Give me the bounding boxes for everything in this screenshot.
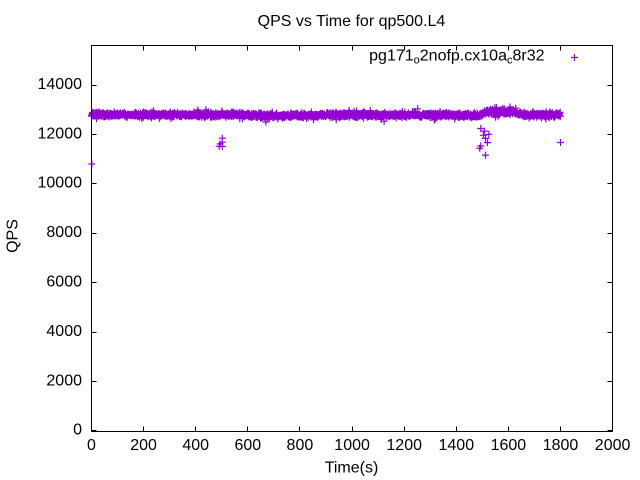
svg-text:1800: 1800: [543, 437, 579, 454]
svg-text:14000: 14000: [38, 76, 83, 93]
svg-text:8000: 8000: [46, 224, 82, 241]
svg-text:QPS: QPS: [5, 219, 22, 253]
svg-text:12000: 12000: [38, 125, 83, 142]
svg-text:2000: 2000: [46, 372, 82, 389]
svg-text:0: 0: [73, 422, 82, 439]
svg-text:1400: 1400: [439, 437, 475, 454]
svg-text:0: 0: [87, 437, 96, 454]
svg-text:200: 200: [130, 437, 157, 454]
svg-text:6000: 6000: [46, 274, 82, 291]
svg-text:10000: 10000: [38, 175, 83, 192]
svg-text:2000: 2000: [595, 437, 631, 454]
svg-text:4000: 4000: [46, 323, 82, 340]
svg-text:400: 400: [182, 437, 209, 454]
svg-text:Time(s): Time(s): [325, 460, 379, 477]
svg-text:1200: 1200: [386, 437, 422, 454]
svg-text:pg171o2nofp.cx10ac8r32: pg171o2nofp.cx10ac8r32: [369, 48, 544, 67]
svg-text:800: 800: [287, 437, 314, 454]
svg-text:1000: 1000: [334, 437, 370, 454]
svg-text:600: 600: [234, 437, 261, 454]
svg-text:QPS vs Time for qp500.L4: QPS vs Time for qp500.L4: [258, 13, 446, 30]
svg-text:1600: 1600: [491, 437, 527, 454]
